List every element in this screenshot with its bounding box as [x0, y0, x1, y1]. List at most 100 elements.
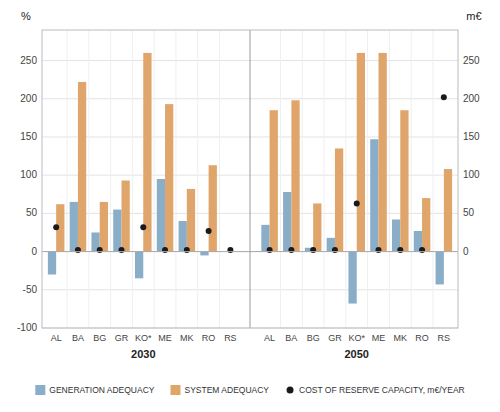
category-divider — [175, 30, 176, 328]
dot — [397, 247, 403, 253]
legend-item: COST OF RESERVE CAPACITY, m€/YEAR — [287, 385, 465, 395]
bar — [113, 210, 121, 252]
grid-line — [42, 251, 458, 252]
x-tick-label: ME — [372, 333, 386, 343]
group-label: 2030 — [131, 348, 155, 360]
plot-area — [48, 53, 452, 304]
x-tick-label: GR — [328, 333, 342, 343]
bar — [200, 252, 208, 256]
dot — [118, 247, 124, 253]
dot — [288, 247, 294, 253]
bar — [121, 181, 129, 252]
legend-label: COST OF RESERVE CAPACITY, m€/YEAR — [299, 385, 465, 395]
bar — [392, 219, 400, 251]
bar — [78, 82, 86, 252]
dot — [376, 247, 382, 253]
y2-tick-label: 200 — [463, 93, 480, 104]
y-tick-label: 200 — [20, 93, 37, 104]
y-tick-label: 50 — [26, 207, 38, 218]
legend-swatch — [35, 385, 45, 395]
bar — [291, 100, 299, 251]
category-divider — [367, 30, 368, 328]
dot — [206, 228, 212, 234]
y2-tick-label: 150 — [463, 131, 480, 142]
bar — [70, 202, 78, 252]
x-tick-label: RS — [224, 333, 237, 343]
y-tick-label: 150 — [20, 131, 37, 142]
group-label: 2050 — [344, 348, 368, 360]
category-divider — [67, 30, 68, 328]
bar — [379, 53, 387, 252]
y-tick-label: 100 — [20, 169, 37, 180]
dot — [162, 247, 168, 253]
category-divider — [302, 30, 303, 328]
y-tick-label: -100 — [17, 322, 37, 333]
bar — [179, 221, 187, 252]
x-tick-label: KO* — [135, 333, 152, 343]
dot — [97, 247, 103, 253]
bar — [335, 148, 343, 251]
y2-tick-label: 250 — [463, 55, 480, 66]
category-divider — [88, 30, 89, 328]
category-divider — [132, 30, 133, 328]
bar — [283, 192, 291, 252]
dot — [441, 94, 447, 100]
x-tick-label: RO — [415, 333, 429, 343]
bar — [444, 169, 452, 252]
category-divider — [197, 30, 198, 328]
bar — [313, 203, 321, 251]
zero-line — [42, 251, 458, 252]
x-tick-label: BG — [93, 333, 106, 343]
plot-frame — [42, 30, 458, 328]
category-divider — [154, 30, 155, 328]
y2-tick-label: 0 — [463, 246, 469, 257]
dot — [332, 247, 338, 253]
category-divider — [219, 30, 220, 328]
dot — [140, 224, 146, 230]
bar — [400, 110, 408, 251]
y-tick-label: 250 — [20, 55, 37, 66]
legend-label: GENERATION ADEQUACY — [49, 385, 154, 395]
bar — [209, 165, 217, 251]
bar — [357, 53, 365, 252]
y-tick-label: -50 — [23, 284, 38, 295]
y2-axis-label: m€ — [466, 10, 481, 22]
x-tick-label: BA — [72, 333, 84, 343]
bar — [48, 252, 56, 275]
category-divider — [432, 30, 433, 328]
bar — [165, 104, 173, 251]
legend-swatch — [170, 385, 180, 395]
legend-label: SYSTEM ADEQUACY — [184, 385, 269, 395]
legend-item: SYSTEM ADEQUACY — [170, 385, 269, 395]
y-tick-label: 0 — [31, 246, 37, 257]
x-tick-label: KO* — [348, 333, 365, 343]
legend-swatch — [287, 387, 294, 394]
x-tick-label: GR — [115, 333, 129, 343]
x-tick-label: MK — [394, 333, 408, 343]
legend: GENERATION ADEQUACY SYSTEM ADEQUACY COST O… — [35, 385, 464, 395]
dot — [419, 247, 425, 253]
category-divider — [411, 30, 412, 328]
bar — [157, 179, 165, 252]
x-tick-label: ME — [158, 333, 172, 343]
dot — [53, 224, 59, 230]
category-divider — [345, 30, 346, 328]
bar — [422, 198, 430, 251]
x-tick-label: MK — [180, 333, 194, 343]
x-tick-label: AL — [264, 333, 275, 343]
bar — [436, 252, 444, 285]
bar — [143, 53, 151, 252]
group-separator — [250, 30, 251, 328]
x-tick-label: RS — [438, 333, 451, 343]
bar — [187, 189, 195, 252]
bar — [270, 110, 278, 251]
category-divider — [110, 30, 111, 328]
bar — [370, 139, 378, 251]
chart: -100-50050100150200250050100150200250%m€… — [0, 0, 500, 412]
dot — [75, 247, 81, 253]
dot — [310, 247, 316, 253]
y-axis-label: % — [21, 10, 31, 22]
x-tick-label: AL — [51, 333, 62, 343]
dot — [184, 247, 190, 253]
bar — [348, 252, 356, 304]
